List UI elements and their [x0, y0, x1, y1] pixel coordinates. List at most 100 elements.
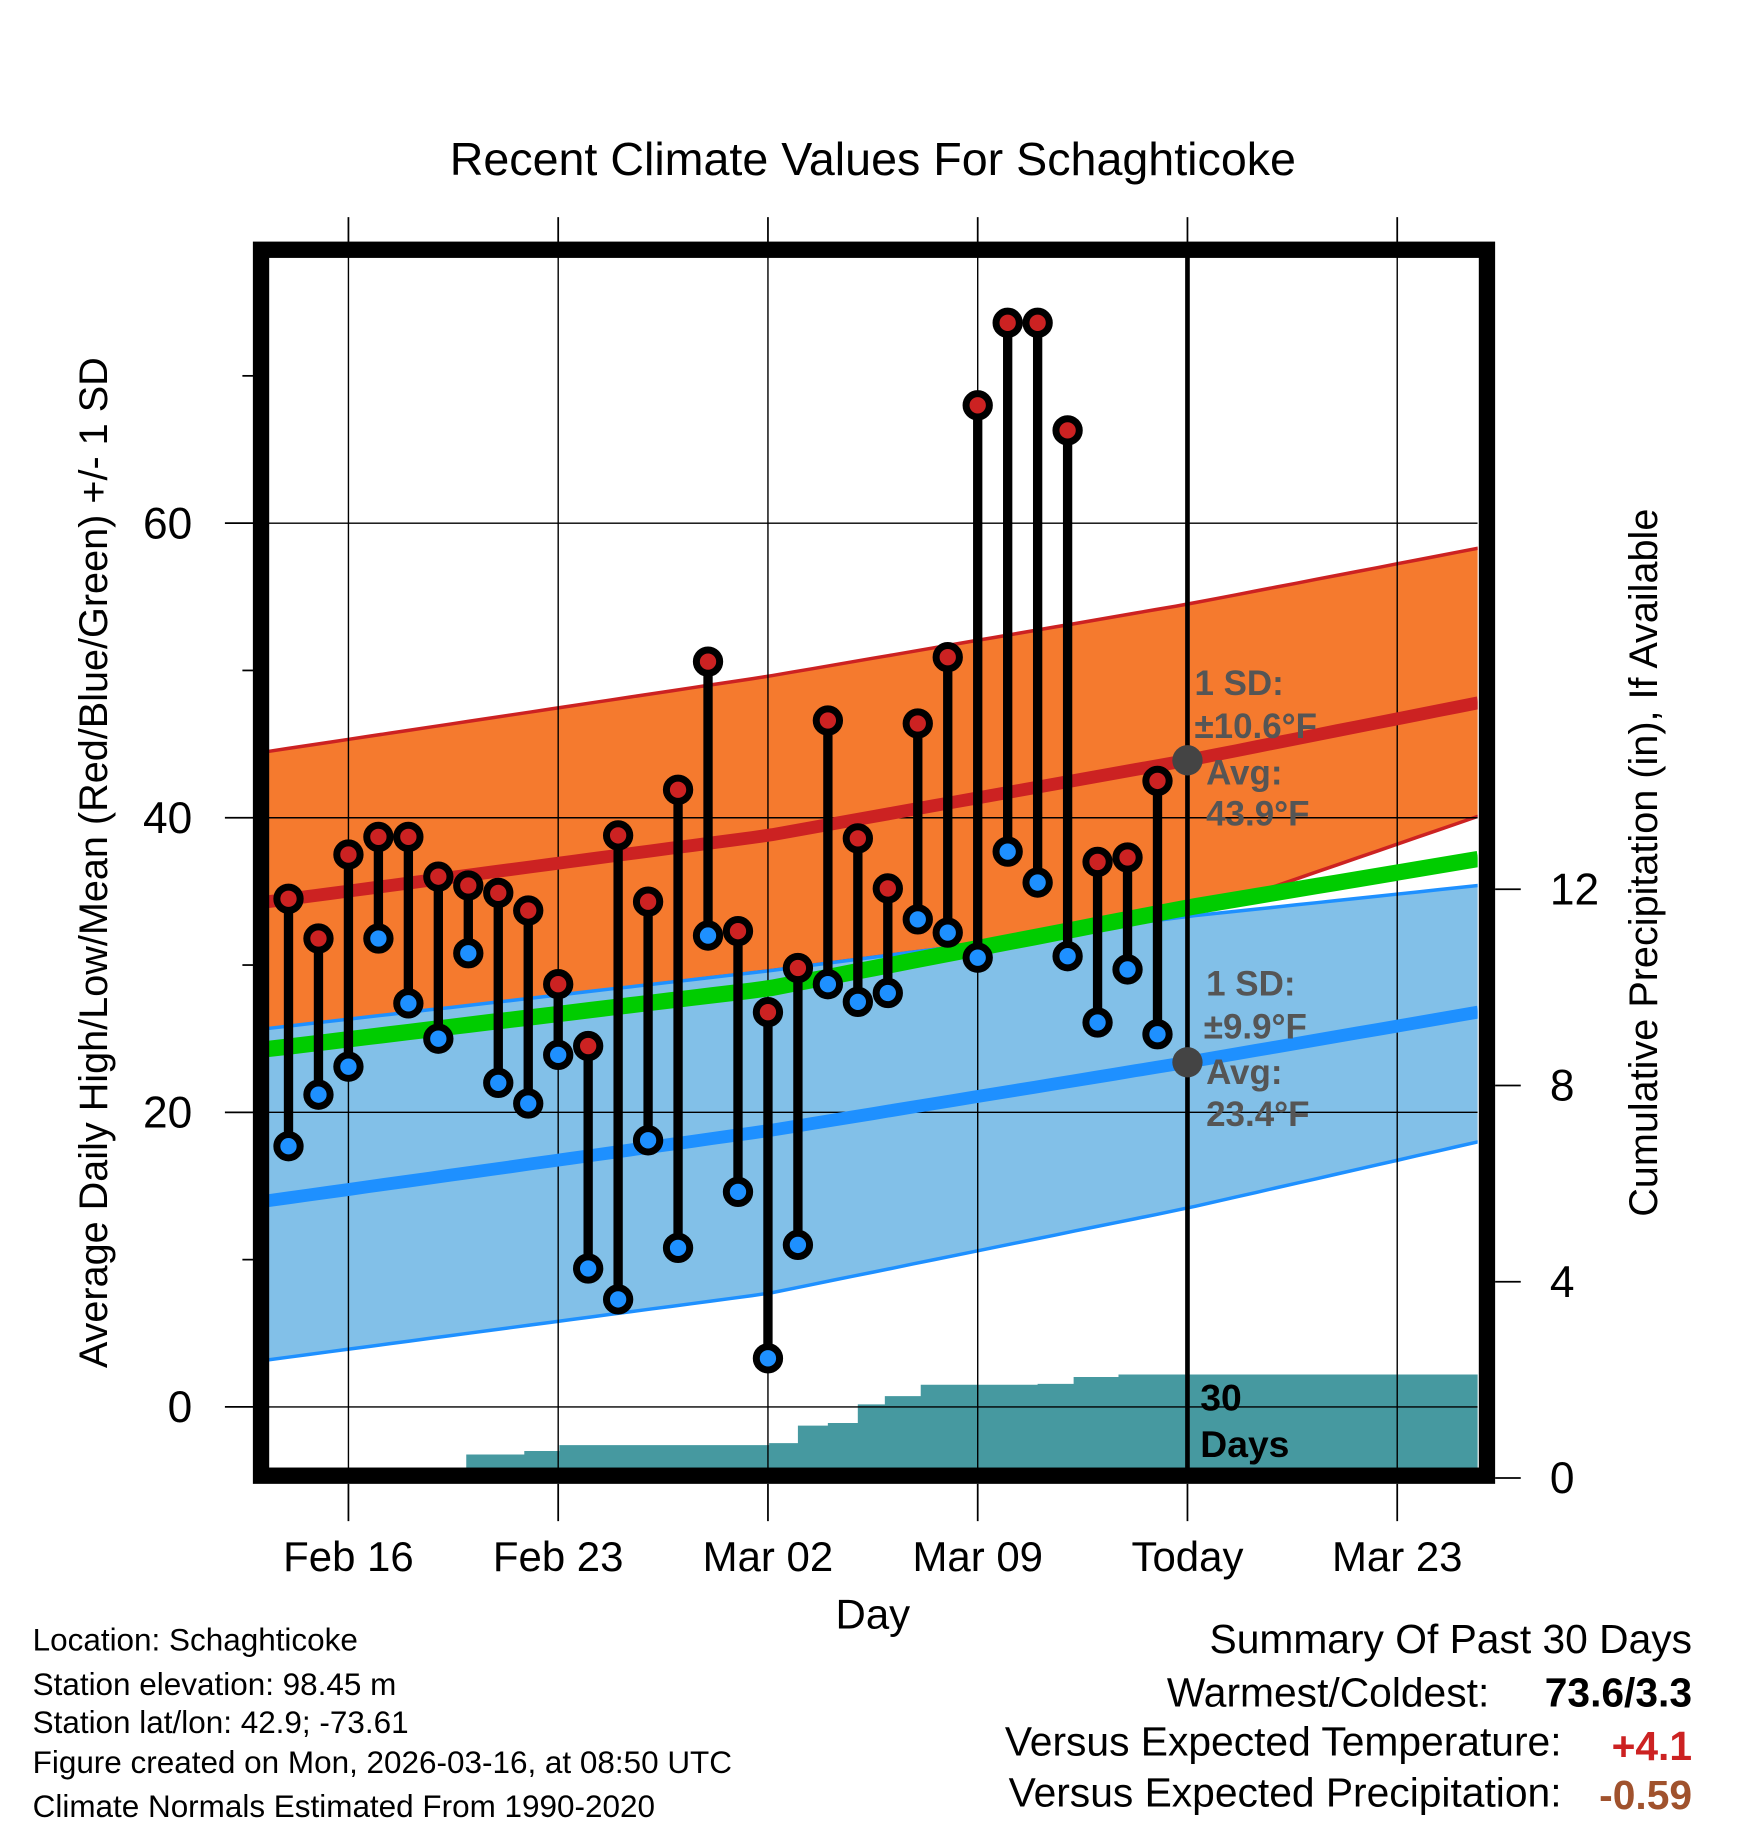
daily-low-point	[602, 1284, 634, 1315]
daily-high-point	[722, 916, 754, 947]
daily-high-point	[872, 873, 903, 904]
normal-high-upper-line	[268, 546, 1478, 754]
daily-low-point	[842, 986, 873, 1018]
info-created: Figure created on Mon, 2026-03-16, at 08…	[33, 1745, 732, 1780]
daily-high-point	[1142, 765, 1173, 797]
daily-high-point	[423, 861, 454, 892]
daily-high-point	[932, 642, 963, 673]
normal-low-upper-line	[268, 883, 1478, 1031]
annotations: 1 SD: ±10.6°F Avg: 43.9°F 1 SD: ±9.9°F A…	[1194, 664, 1317, 1465]
daily-high-point	[992, 307, 1023, 338]
daily-low-point	[812, 969, 844, 1000]
summary-title: Summary Of Past 30 Days	[1210, 1616, 1693, 1662]
daily-high-point	[962, 390, 993, 421]
daily-low-point	[722, 1176, 754, 1208]
daily-low-point	[632, 1125, 664, 1156]
daily-low-point	[902, 904, 933, 935]
daily-low-point	[483, 1067, 514, 1099]
low-avg-value: 23.4°F	[1206, 1095, 1309, 1134]
daily-low-point	[752, 1343, 784, 1374]
y2-tick-label: 0	[1550, 1454, 1575, 1503]
daily-low-point	[393, 988, 424, 1019]
daily-high-point	[1112, 842, 1143, 873]
daily-high-point	[1022, 307, 1053, 338]
daily-low-point	[363, 923, 394, 954]
data-marks	[273, 307, 1173, 1374]
info-location: Location: Schaghticoke	[33, 1622, 358, 1657]
period-label-days: Days	[1200, 1423, 1289, 1465]
daily-low-point	[543, 1039, 574, 1071]
y-tick-label: 20	[143, 1088, 192, 1137]
daily-low-point	[1022, 867, 1053, 898]
daily-high-point	[573, 1030, 604, 1062]
daily-high-point	[453, 870, 484, 901]
normal-low-band	[268, 885, 1478, 1360]
daily-high-point	[303, 923, 334, 954]
daily-high-point	[602, 820, 634, 851]
daily-high-point	[513, 895, 544, 926]
daily-low-point	[273, 1131, 304, 1162]
x-tick-label: Mar 23	[1332, 1533, 1463, 1580]
x-tick-label: Feb 16	[283, 1533, 414, 1580]
high-sd-value: ±10.6°F	[1194, 707, 1317, 746]
daily-low-point	[453, 938, 484, 969]
summary-warm-cold-value: 73.6/3.3	[1545, 1669, 1692, 1715]
daily-high-point	[752, 997, 784, 1028]
daily-low-point	[962, 942, 993, 973]
daily-high-point	[902, 708, 933, 739]
daily-low-point	[872, 977, 903, 1009]
x-tick-label: Feb 23	[493, 1533, 624, 1580]
daily-low-point	[333, 1051, 364, 1082]
x-tick-label: Today	[1132, 1533, 1244, 1580]
daily-low-point	[932, 917, 963, 948]
daily-low-point	[513, 1088, 544, 1119]
precip-area	[466, 1374, 1478, 1469]
x-tick-label: Mar 02	[703, 1533, 834, 1580]
y-tick-label: 40	[143, 794, 192, 843]
normal-mean-line	[268, 850, 1478, 1058]
info-normals: Climate Normals Estimated From 1990-2020	[33, 1789, 655, 1824]
daily-high-point	[842, 823, 873, 854]
normal-low-line	[268, 1005, 1478, 1208]
low-sd-label: 1 SD:	[1206, 965, 1295, 1004]
today-high-avg-dot	[1172, 745, 1203, 776]
summary-temp-value: +4.1	[1612, 1723, 1692, 1769]
y-tick-label: 0	[168, 1383, 193, 1432]
summary-precip-value: -0.59	[1599, 1772, 1692, 1818]
normal-low-lower-line	[268, 1140, 1478, 1362]
plot-area	[268, 256, 1478, 1469]
info-latlon: Station lat/lon: 42.9; -73.61	[33, 1705, 409, 1740]
high-sd-label: 1 SD:	[1194, 664, 1283, 703]
daily-high-point	[483, 877, 514, 909]
y2-tick-label: 4	[1550, 1258, 1575, 1307]
daily-low-point	[782, 1229, 814, 1261]
daily-high-point	[782, 952, 814, 984]
daily-low-point	[303, 1079, 334, 1110]
daily-high-point	[363, 821, 394, 853]
daily-high-point	[632, 886, 664, 917]
chart-title: Recent Climate Values For Schaghticoke	[450, 133, 1296, 185]
daily-low-point	[1142, 1019, 1173, 1050]
y2-tick-label: 8	[1550, 1062, 1575, 1111]
daily-high-point	[662, 774, 694, 805]
daily-high-point	[543, 969, 574, 1000]
daily-high-point	[273, 883, 304, 914]
period-label-number: 30	[1200, 1376, 1241, 1418]
axes: 0 20 40 60 0 4 8 12 Feb 16 Feb 23 Mar 02 Mar 09 Toda…	[143, 217, 1599, 1580]
daily-high-point	[333, 839, 364, 870]
today-low-avg-dot	[1172, 1047, 1203, 1078]
daily-high-point	[692, 646, 724, 677]
daily-high-point	[812, 705, 844, 736]
y2-tick-label: 12	[1550, 865, 1599, 914]
summary-temp-label: Versus Expected Temperature:	[1005, 1718, 1562, 1764]
daily-low-point	[1052, 941, 1083, 972]
y-axis-label: Average Daily High/Low/Mean (Red/Blue/Gr…	[72, 357, 116, 1368]
summary-precip-label: Versus Expected Precipitation:	[1009, 1770, 1562, 1816]
daily-low-point	[1082, 1007, 1113, 1038]
x-axis-label: Day	[836, 1590, 911, 1637]
summary-warm-cold-label: Warmest/Coldest:	[1167, 1669, 1489, 1715]
daily-low-point	[1112, 954, 1143, 985]
low-sd-value: ±9.9°F	[1204, 1008, 1307, 1047]
daily-low-point	[662, 1232, 694, 1264]
